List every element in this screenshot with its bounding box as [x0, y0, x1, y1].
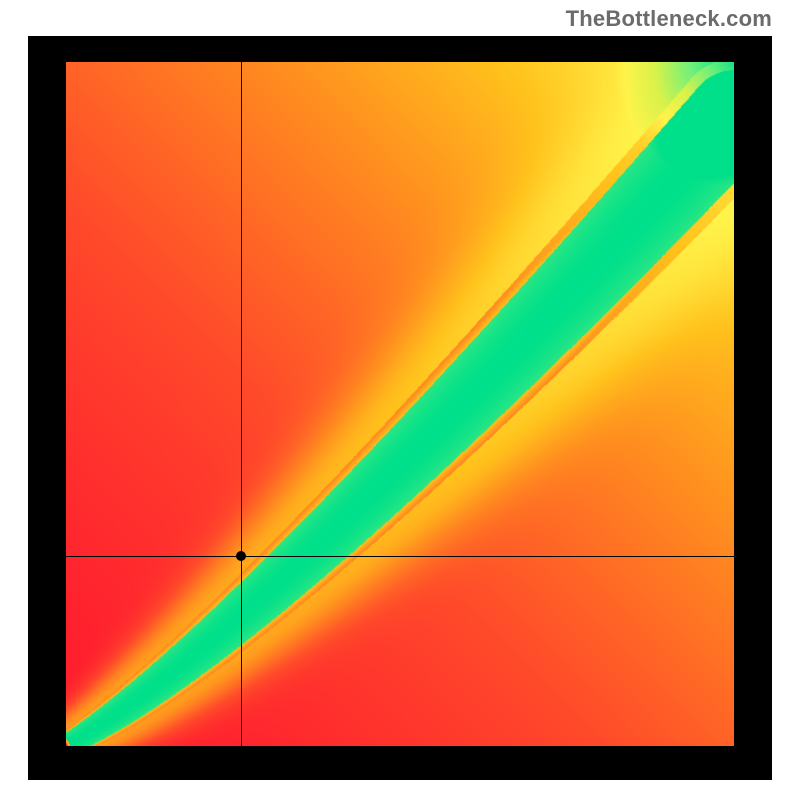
chart-frame	[28, 36, 772, 780]
heatmap-canvas	[66, 62, 734, 746]
crosshair-vertical	[241, 62, 242, 746]
crosshair-marker	[236, 551, 246, 561]
crosshair-horizontal	[66, 556, 734, 557]
watermark-text: TheBottleneck.com	[566, 6, 772, 32]
plot-area	[66, 62, 734, 746]
